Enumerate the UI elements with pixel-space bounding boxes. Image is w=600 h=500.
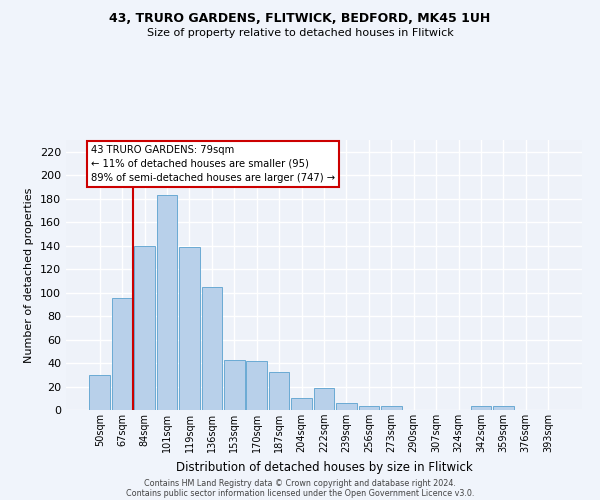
Bar [314, 388, 334, 410]
Bar [493, 406, 514, 410]
X-axis label: Distribution of detached houses by size in Flitwick: Distribution of detached houses by size … [176, 460, 472, 473]
Bar [269, 372, 289, 410]
Bar [89, 375, 110, 410]
Text: 43, TRURO GARDENS, FLITWICK, BEDFORD, MK45 1UH: 43, TRURO GARDENS, FLITWICK, BEDFORD, MK… [109, 12, 491, 26]
Bar [381, 406, 401, 410]
Y-axis label: Number of detached properties: Number of detached properties [25, 188, 34, 362]
Bar [470, 406, 491, 410]
Text: Contains public sector information licensed under the Open Government Licence v3: Contains public sector information licen… [126, 488, 474, 498]
Bar [202, 286, 222, 410]
Bar [336, 403, 357, 410]
Bar [224, 360, 245, 410]
Bar [247, 360, 267, 410]
Bar [134, 246, 155, 410]
Bar [112, 298, 133, 410]
Bar [359, 406, 379, 410]
Bar [179, 247, 200, 410]
Text: 43 TRURO GARDENS: 79sqm
← 11% of detached houses are smaller (95)
89% of semi-de: 43 TRURO GARDENS: 79sqm ← 11% of detache… [91, 144, 335, 182]
Bar [291, 398, 312, 410]
Text: Size of property relative to detached houses in Flitwick: Size of property relative to detached ho… [146, 28, 454, 38]
Bar [157, 195, 178, 410]
Text: Contains HM Land Registry data © Crown copyright and database right 2024.: Contains HM Land Registry data © Crown c… [144, 478, 456, 488]
